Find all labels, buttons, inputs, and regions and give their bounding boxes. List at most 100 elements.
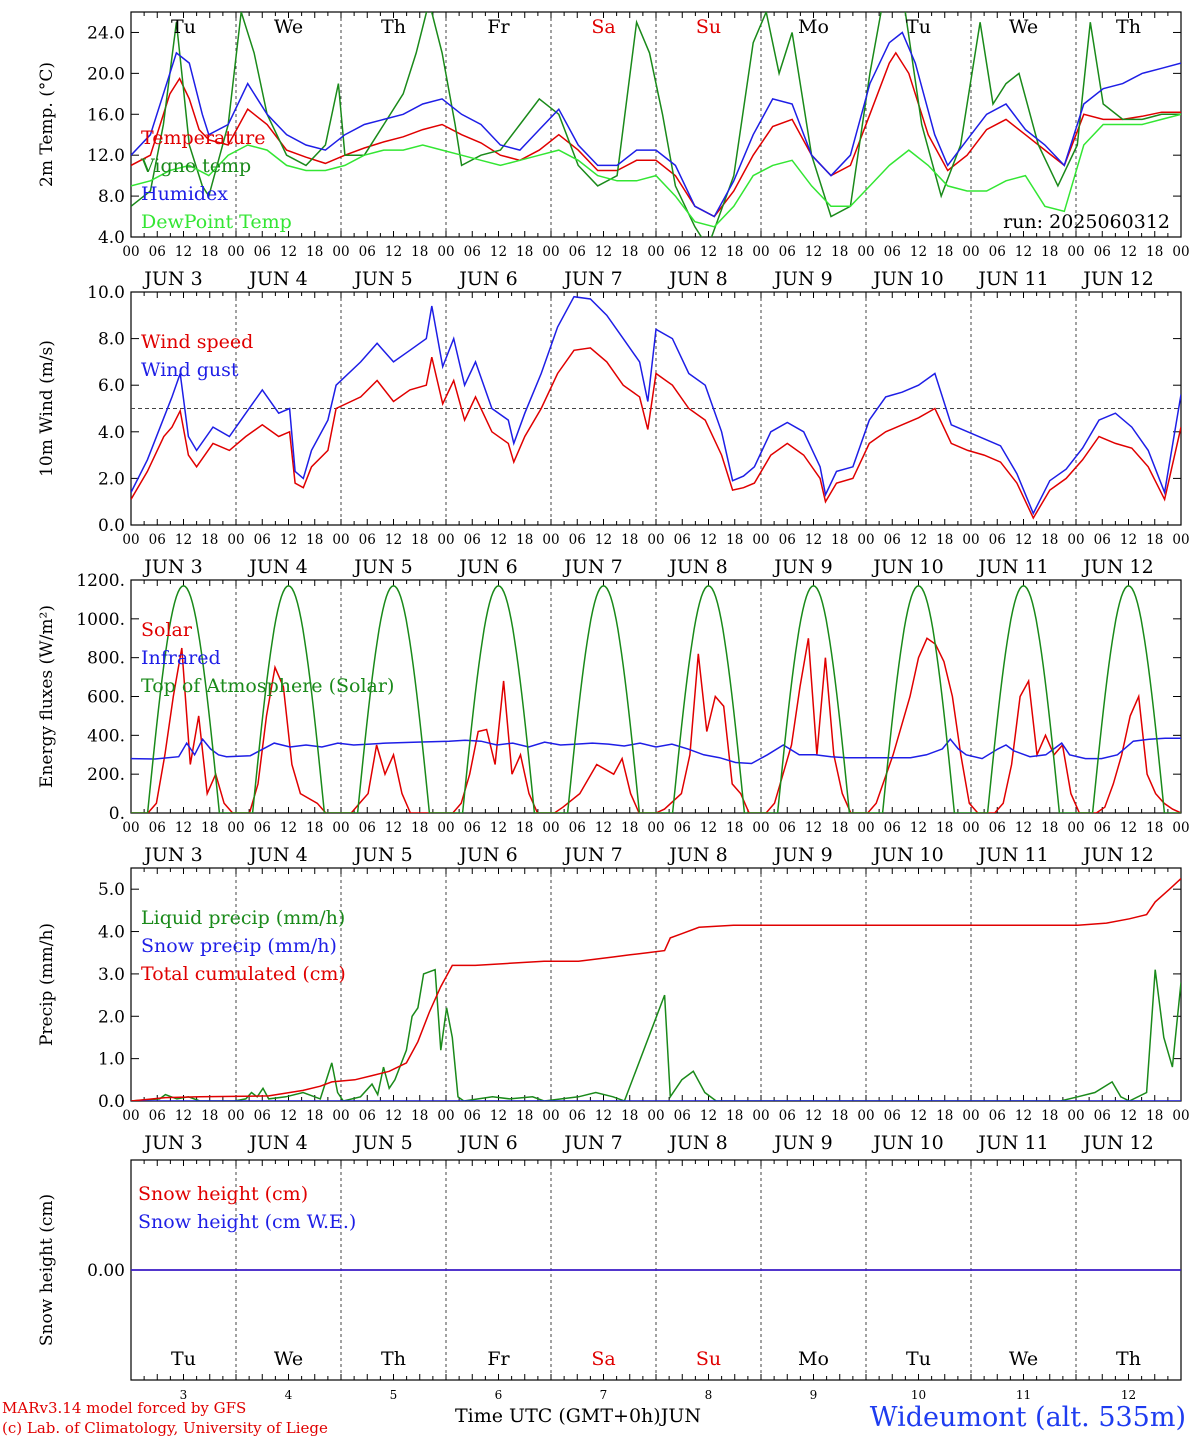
x-hour-label: 06 bbox=[1094, 820, 1111, 836]
x-hour-label: 12 bbox=[175, 1108, 192, 1124]
y-tick-label: 2.0 bbox=[98, 469, 125, 489]
panel-precip: 0.0 1.0 2.0 3.0 4.0 5.0 Precip (mm/h) Liquid pr… bbox=[37, 867, 1190, 1154]
x-hour-label: 12 bbox=[910, 244, 927, 260]
y-tick-label: 4.0 bbox=[98, 228, 125, 248]
x-hour-label: 18 bbox=[411, 1108, 428, 1124]
x-hour-label: 12 bbox=[1015, 1108, 1032, 1124]
x-hour-label: 06 bbox=[254, 244, 271, 260]
lab-credit: (c) Lab. of Climatology, University of L… bbox=[2, 1419, 328, 1437]
panel-energy: 0. 200. 400. 600. 800. 1000. 1200. Energy fluxe… bbox=[37, 571, 1190, 866]
y-tick-label: 24.0 bbox=[87, 23, 125, 43]
bottom-date-label: 6 bbox=[495, 1388, 503, 1402]
x-hour-label: 12 bbox=[595, 532, 612, 548]
x-hour-label: 18 bbox=[936, 532, 953, 548]
x-hour-label: 18 bbox=[306, 1108, 323, 1124]
x-hour-label: 06 bbox=[464, 244, 481, 260]
legend-entry: Humidex bbox=[141, 183, 228, 205]
time-axis-month: JUN bbox=[660, 1405, 701, 1427]
x-hour-label: 18 bbox=[1146, 244, 1163, 260]
y-tick-label: 5.0 bbox=[98, 880, 125, 900]
x-hour-label: 00 bbox=[542, 244, 559, 260]
y-tick-label: 1.0 bbox=[98, 1050, 125, 1070]
x-hour-label: 00 bbox=[437, 532, 454, 548]
legend-entry: Solar bbox=[141, 619, 193, 641]
x-hour-label: 18 bbox=[831, 532, 848, 548]
x-hour-label: 00 bbox=[857, 532, 874, 548]
x-hour-label: 00 bbox=[752, 532, 769, 548]
x-hour-label: 12 bbox=[805, 1108, 822, 1124]
x-hour-label: 06 bbox=[674, 532, 691, 548]
x-hour-label: 00 bbox=[542, 820, 559, 836]
y-tick-label: 20.0 bbox=[87, 64, 125, 84]
x-hour-label: 12 bbox=[1015, 532, 1032, 548]
top-weekday-label: We bbox=[1009, 16, 1038, 38]
x-hour-label: 00 bbox=[857, 820, 874, 836]
y-tick-label: 8.0 bbox=[98, 187, 125, 207]
x-day-label: JUN 9 bbox=[772, 268, 832, 290]
y-tick-label: 800. bbox=[87, 649, 125, 669]
top-weekday-label: We bbox=[274, 16, 303, 38]
legend-entry: Snow height (cm W.E.) bbox=[138, 1211, 356, 1233]
x-hour-label: 18 bbox=[621, 1108, 638, 1124]
x-day-label: JUN 9 bbox=[772, 556, 832, 578]
x-hour-label: 12 bbox=[1015, 820, 1032, 836]
series-line-vigne-temp bbox=[131, 12, 1181, 237]
top-weekday-label: Th bbox=[1116, 16, 1141, 38]
x-hour-label: 12 bbox=[595, 820, 612, 836]
x-hour-label: 06 bbox=[779, 532, 796, 548]
y-tick-label: 6.0 bbox=[98, 376, 125, 396]
x-hour-label: 18 bbox=[621, 820, 638, 836]
x-hour-label: 06 bbox=[569, 1108, 586, 1124]
x-hour-label: 18 bbox=[621, 244, 638, 260]
bottom-date-label: 12 bbox=[1121, 1388, 1136, 1402]
x-hour-label: 18 bbox=[1041, 532, 1058, 548]
x-hour-label: 06 bbox=[464, 1108, 481, 1124]
x-hour-label: 12 bbox=[280, 1108, 297, 1124]
bottom-weekday-label: Su bbox=[696, 1348, 721, 1370]
x-day-label: JUN 10 bbox=[871, 844, 943, 866]
bottom-weekday-label: Mo bbox=[798, 1348, 829, 1370]
y-axis-title-temperature: 2m Temp. (°C) bbox=[37, 62, 57, 187]
x-hour-label: 06 bbox=[884, 1108, 901, 1124]
x-hour-label: 18 bbox=[1146, 532, 1163, 548]
legend-entry: Wind gust bbox=[141, 359, 239, 381]
x-hour-label: 06 bbox=[1094, 244, 1111, 260]
x-hour-label: 06 bbox=[989, 820, 1006, 836]
time-axis-title: Time UTC (GMT+0h)JUN bbox=[455, 1405, 701, 1427]
x-day-label: JUN 11 bbox=[976, 268, 1048, 290]
x-hour-label: 06 bbox=[779, 820, 796, 836]
y-tick-label: 2.0 bbox=[98, 1007, 125, 1027]
x-hour-label: 12 bbox=[805, 532, 822, 548]
x-hour-label: 12 bbox=[280, 244, 297, 260]
x-hour-label: 06 bbox=[989, 532, 1006, 548]
x-day-label: JUN 10 bbox=[871, 1132, 943, 1154]
x-hour-label: 18 bbox=[1146, 820, 1163, 836]
x-hour-label: 00 bbox=[122, 1108, 139, 1124]
x-hour-label: 18 bbox=[201, 820, 218, 836]
x-hour-label: 00 bbox=[1172, 532, 1189, 548]
x-hour-label: 12 bbox=[1120, 532, 1137, 548]
y-tick-label: 0.00 bbox=[87, 1261, 125, 1281]
x-hour-label: 18 bbox=[411, 532, 428, 548]
x-day-label: JUN 5 bbox=[352, 844, 412, 866]
bottom-weekday-label: Fr bbox=[487, 1348, 510, 1370]
y-tick-label: 4.0 bbox=[98, 423, 125, 443]
x-hour-label: 00 bbox=[122, 532, 139, 548]
x-hour-label: 18 bbox=[411, 244, 428, 260]
x-hour-label: 18 bbox=[411, 820, 428, 836]
x-hour-label: 06 bbox=[1094, 532, 1111, 548]
x-hour-label: 00 bbox=[647, 532, 664, 548]
bottom-date-label: 10 bbox=[911, 1388, 926, 1402]
bottom-date-label: 9 bbox=[810, 1388, 818, 1402]
x-hour-label: 18 bbox=[726, 1108, 743, 1124]
x-hour-label: 00 bbox=[752, 1108, 769, 1124]
x-hour-label: 06 bbox=[884, 532, 901, 548]
y-tick-label: 0.0 bbox=[98, 516, 125, 536]
bottom-weekday-label: Th bbox=[1116, 1348, 1141, 1370]
x-hour-label: 06 bbox=[359, 820, 376, 836]
x-hour-label: 06 bbox=[149, 532, 166, 548]
x-hour-label: 18 bbox=[516, 820, 533, 836]
y-axis-title-energy: Energy fluxes (W/m²) bbox=[37, 605, 57, 788]
x-hour-label: 06 bbox=[779, 244, 796, 260]
